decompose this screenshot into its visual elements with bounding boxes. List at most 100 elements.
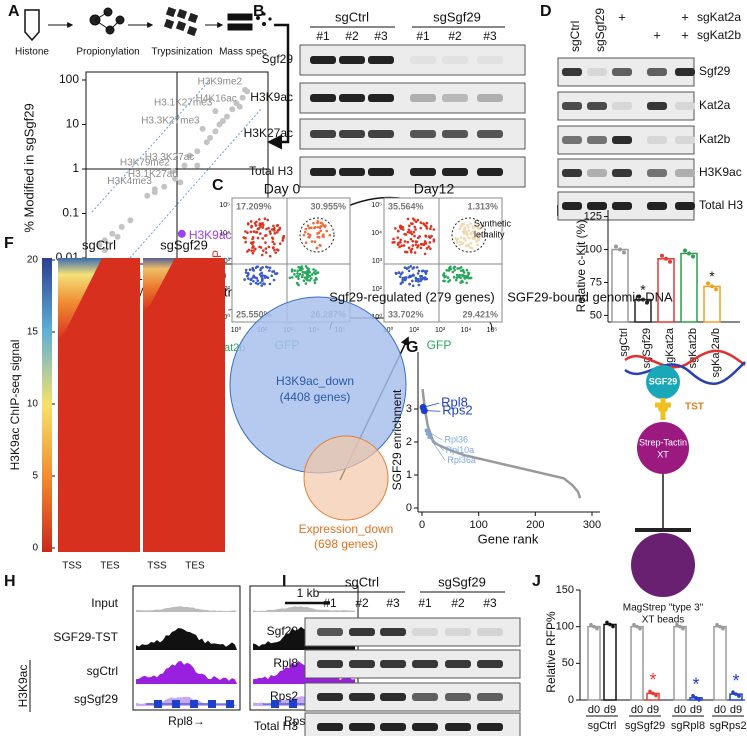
flow-event [322, 235, 325, 239]
flow-event [302, 233, 306, 237]
flow-event [473, 221, 477, 224]
blot-band [477, 168, 503, 176]
panel-letter: G [406, 339, 418, 356]
condition-label: sgKat2a [697, 10, 741, 24]
flow-event [301, 273, 304, 277]
replicate-dot [637, 294, 641, 299]
blot-band [675, 68, 695, 76]
x-tick-label: sgRpl8 [671, 720, 705, 732]
flow-event [312, 271, 316, 274]
flow-event [313, 240, 317, 244]
flow-event [417, 269, 421, 273]
blot-band [612, 169, 632, 177]
flow-event [251, 267, 255, 271]
flow-event [249, 282, 252, 286]
y-tick-label: 50 [562, 657, 574, 669]
flow-event [307, 235, 310, 239]
flow-event [313, 225, 317, 229]
gene-label: Rpl36 [445, 435, 469, 445]
flow-event [266, 218, 270, 222]
flow-event [466, 233, 469, 237]
lane-label: #3 [386, 596, 400, 610]
flow-event [466, 243, 470, 247]
flow-event [459, 281, 462, 284]
y-tick-label: 10² [372, 286, 383, 293]
workflow-step: Mass spec [219, 47, 267, 58]
flow-event [272, 246, 275, 249]
flow-event [259, 246, 263, 249]
flow-event [417, 244, 420, 247]
flow-event [459, 266, 463, 269]
blot-band [442, 168, 468, 176]
replicate-dot [589, 622, 593, 627]
flow-event [268, 230, 272, 233]
blot-band [587, 202, 607, 210]
point-label: H3.1K27ac [128, 169, 177, 180]
track-label: SGF29-TST [53, 630, 118, 644]
labeled-point [194, 162, 201, 169]
flow-event [303, 276, 307, 279]
replicate-dot [734, 692, 738, 696]
flow-event [328, 233, 332, 237]
bar [611, 248, 629, 323]
blot-band [477, 660, 503, 668]
flow-event [403, 240, 407, 243]
flow-event [413, 251, 417, 254]
series-label: d9 [730, 704, 742, 716]
replicate-dot [668, 259, 672, 264]
blot-band [442, 94, 468, 102]
bar [603, 623, 617, 701]
flow-event [275, 224, 279, 227]
flow-event [401, 271, 404, 274]
blot-band [562, 68, 582, 76]
flow-event [271, 240, 275, 244]
flow-event [411, 267, 415, 270]
y-tick-label: 0.1 [62, 206, 79, 220]
flow-event [315, 278, 318, 281]
flow-event [429, 225, 433, 228]
flow-event [424, 224, 427, 228]
flow-event [476, 226, 480, 229]
flow-event [264, 265, 268, 269]
flow-event [296, 282, 299, 285]
flow-event [273, 248, 276, 252]
flow-event [261, 237, 265, 240]
blot-band [380, 723, 406, 731]
series-label: d0 [588, 704, 600, 716]
flow-event [299, 267, 303, 270]
flow-event [474, 234, 477, 238]
flow-event [455, 273, 459, 277]
significance-star: * [709, 268, 715, 284]
flow-event [419, 277, 423, 280]
quadrant-percent: 35.564% [388, 201, 424, 211]
panel-letter: H [4, 573, 16, 590]
replicate-dot [687, 251, 691, 256]
flow-event [467, 236, 470, 240]
flow-event [397, 271, 401, 274]
flow-event [404, 277, 408, 281]
blot-band [310, 130, 336, 138]
landmark-label: TSS [62, 561, 82, 572]
x-tick-label: 10⁰ [231, 326, 242, 334]
bar [680, 252, 698, 323]
plus-mark: + [681, 27, 689, 42]
replicate-dot [641, 297, 645, 302]
flow-event [256, 279, 260, 282]
flow-event [412, 274, 416, 277]
resin [637, 422, 689, 474]
flow-event [307, 271, 310, 274]
flow-event [429, 247, 432, 251]
flow-event [398, 225, 402, 228]
venn-label: Expression_down [299, 522, 394, 536]
flow-event [432, 238, 436, 241]
venn-count: (4408 genes) [280, 390, 351, 404]
exon [172, 700, 180, 708]
labeled-point [242, 86, 249, 93]
flow-event [290, 276, 294, 279]
flow-event [304, 264, 308, 268]
flow-event [306, 224, 310, 228]
x-tick-label: sgKat2a [664, 327, 676, 368]
flow-event [246, 250, 249, 253]
flow-event [252, 230, 256, 233]
exon [271, 700, 279, 708]
